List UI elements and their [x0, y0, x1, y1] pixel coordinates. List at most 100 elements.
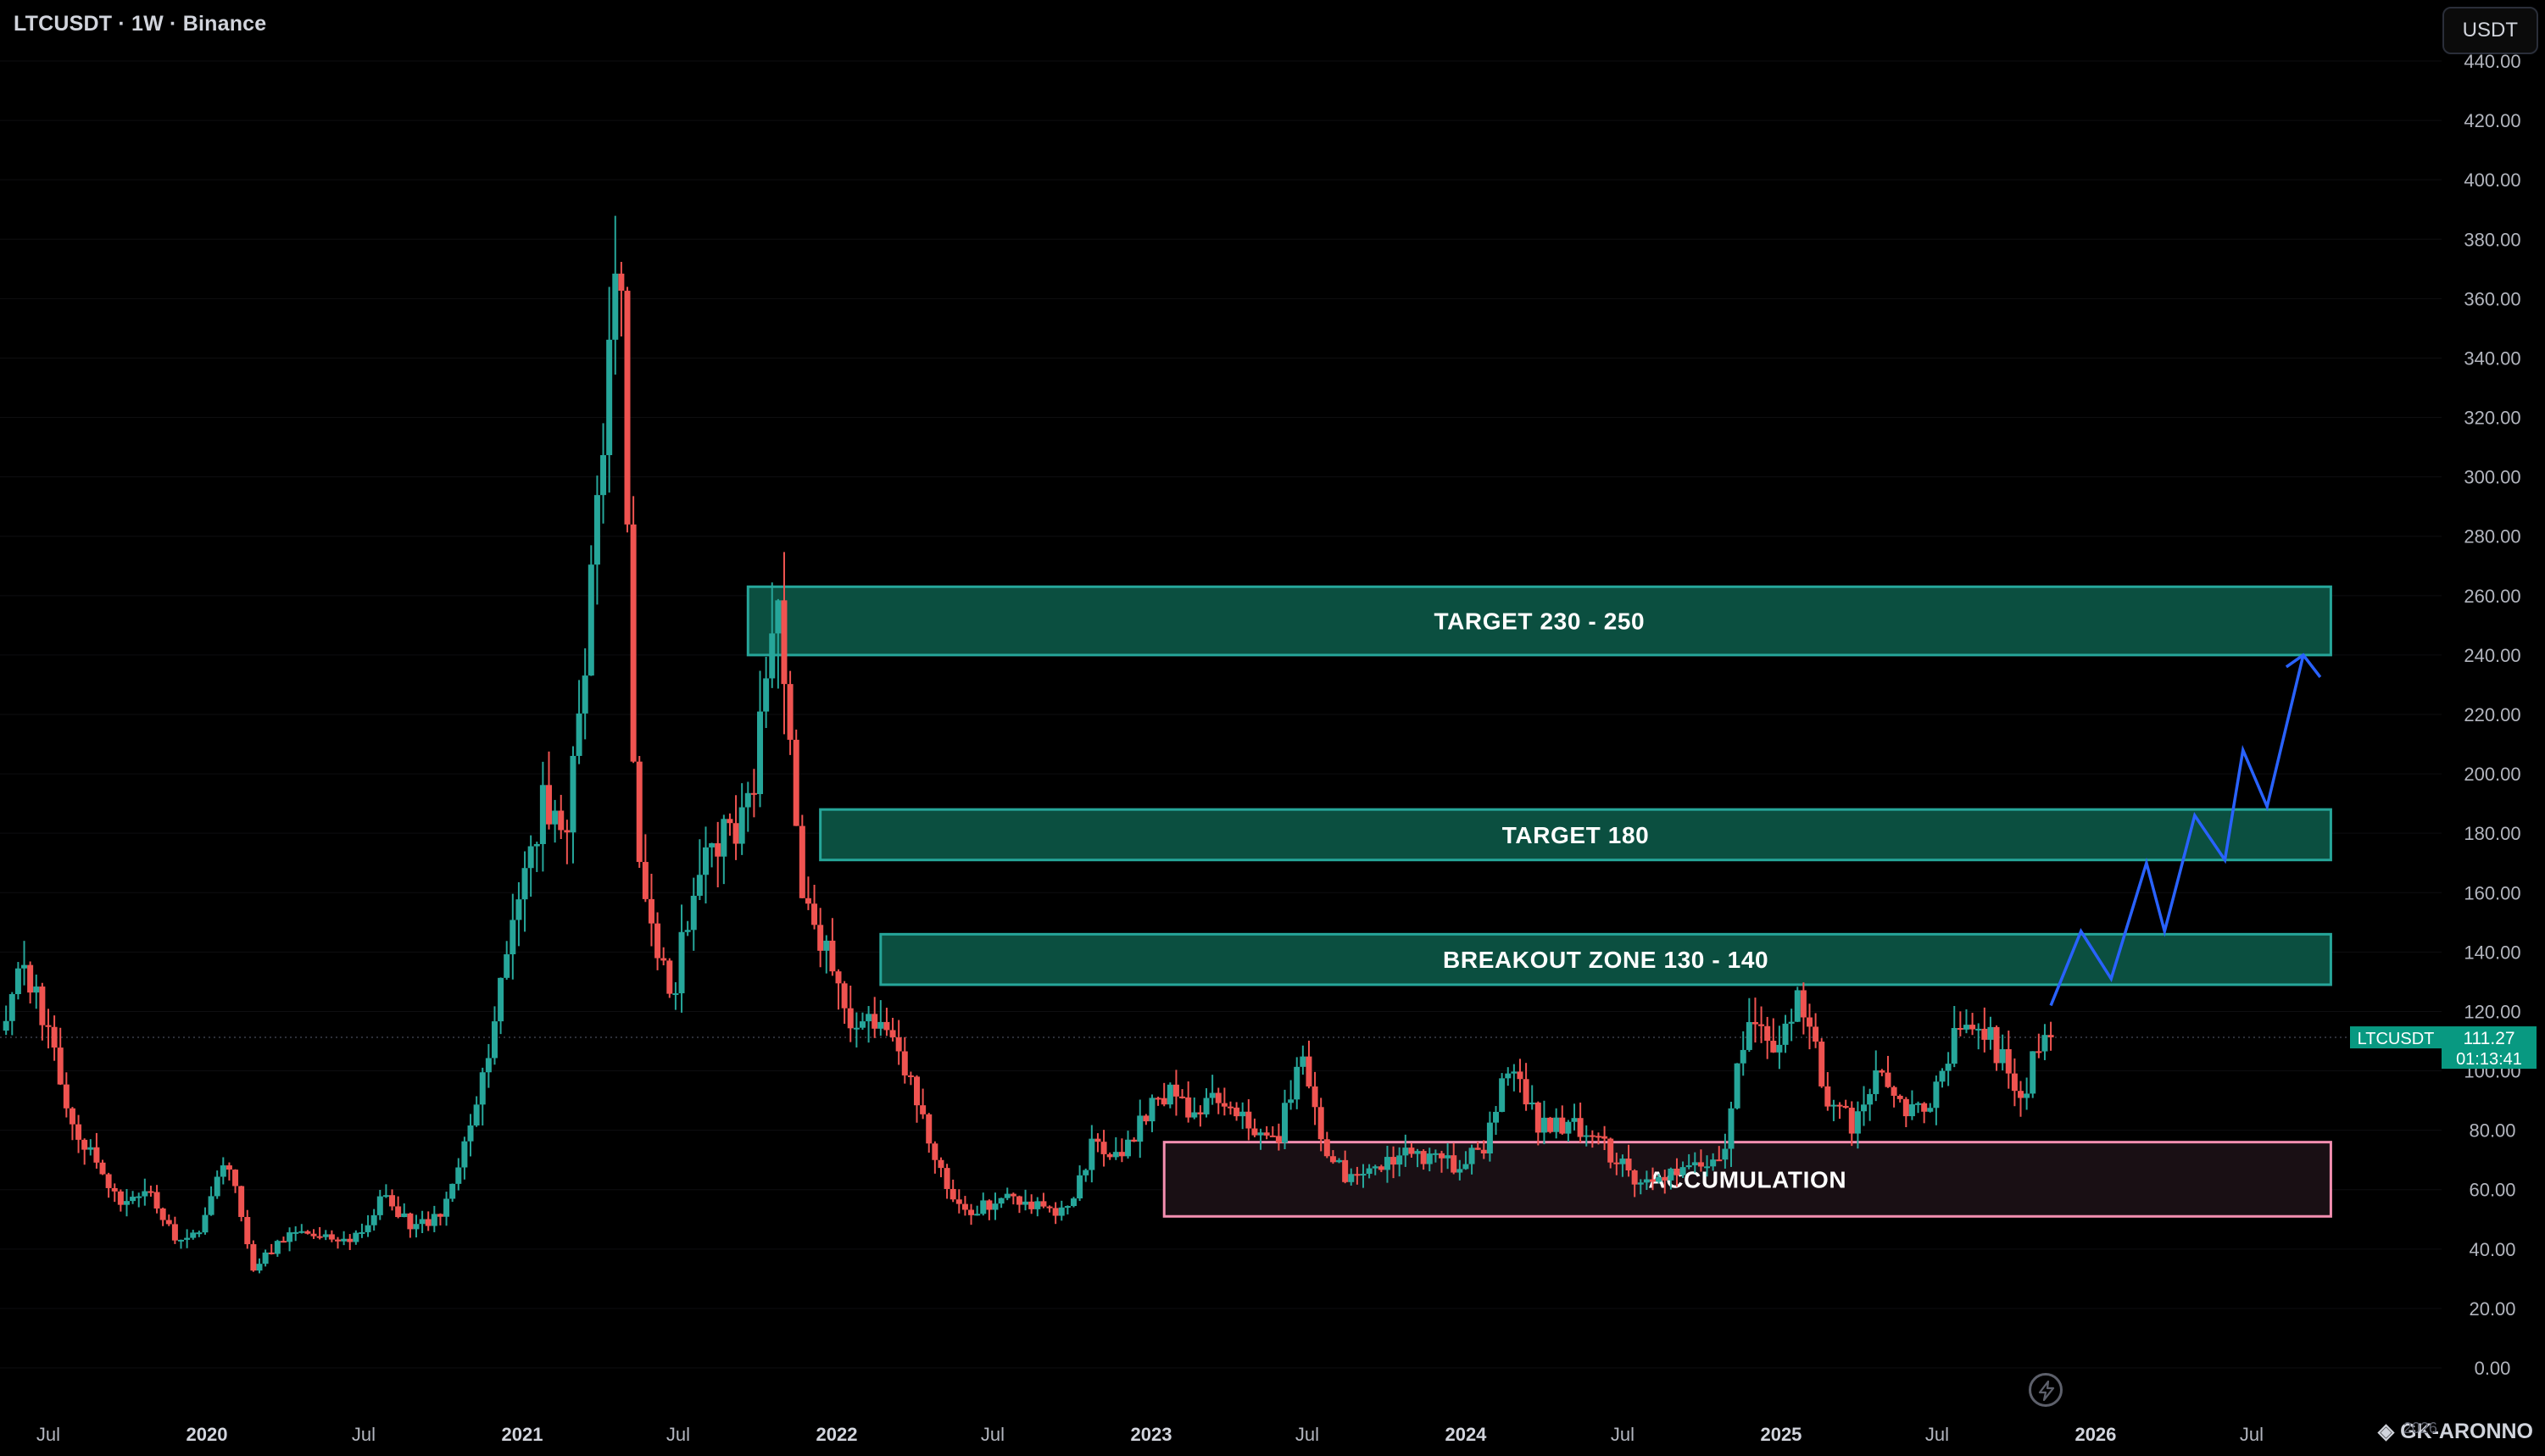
candle [678, 904, 685, 1013]
candle [1589, 1130, 1595, 1148]
candle [811, 884, 818, 930]
candle [238, 1186, 245, 1222]
candle [142, 1178, 148, 1206]
candle [1933, 1075, 1940, 1125]
candle [606, 286, 613, 493]
candle [57, 1027, 64, 1086]
candle [600, 423, 607, 524]
candle [467, 1114, 474, 1157]
candle [232, 1169, 239, 1193]
candle [1746, 998, 1752, 1052]
candle [485, 1043, 492, 1088]
candle [515, 882, 522, 947]
candle [901, 1036, 908, 1084]
candle [1480, 1140, 1487, 1159]
x-tick-label: 2026 [2074, 1424, 2116, 1445]
candle [805, 876, 811, 910]
price-axis[interactable]: 0.0020.0040.0060.0080.00100.00120.00140.… [2464, 51, 2520, 1379]
candle [582, 648, 588, 740]
candle [376, 1190, 383, 1220]
candle [1191, 1098, 1198, 1120]
candle [1534, 1101, 1541, 1146]
candle [1209, 1075, 1216, 1105]
y-tick-label: 220.00 [2464, 704, 2520, 725]
candle [1179, 1089, 1186, 1099]
candle [835, 969, 842, 1010]
candle [1867, 1088, 1874, 1121]
candle [1234, 1102, 1240, 1121]
candle [1064, 1205, 1071, 1214]
candle [950, 1179, 956, 1203]
candle [1221, 1087, 1228, 1116]
candle [1474, 1142, 1481, 1150]
candle [546, 751, 553, 830]
y-tick-label: 300.00 [2464, 467, 2520, 488]
lightning-button[interactable] [2029, 1373, 2063, 1407]
candle [202, 1207, 209, 1235]
candle [1077, 1165, 1083, 1202]
symbol-title[interactable]: LTCUSDT · 1W · Binance [14, 12, 267, 36]
candle [1269, 1125, 1276, 1137]
candle [250, 1240, 257, 1272]
projection-arrowhead [2285, 653, 2322, 678]
candle [1378, 1164, 1384, 1173]
zone-3-box[interactable] [1162, 1141, 2332, 1218]
y-tick-label: 240.00 [2464, 645, 2520, 666]
candle [1456, 1159, 1463, 1181]
zone-0-box[interactable] [746, 585, 2332, 657]
candle [732, 795, 739, 860]
candle [968, 1203, 975, 1225]
candle [1511, 1064, 1518, 1092]
candle [521, 851, 528, 932]
candle [256, 1258, 263, 1274]
candle [1915, 1101, 1922, 1114]
candle [1420, 1149, 1427, 1170]
candle [2005, 1030, 2012, 1089]
projection-path[interactable] [2049, 654, 2305, 1007]
candle [1637, 1179, 1644, 1195]
watermark-logo-icon: ◈ [2377, 1420, 2395, 1443]
candle [1631, 1169, 1638, 1198]
candle [866, 1006, 872, 1043]
candle [1704, 1155, 1711, 1177]
candle [1022, 1189, 1029, 1211]
candle [877, 1000, 884, 1036]
candle [853, 1012, 860, 1048]
candle [1288, 1080, 1295, 1110]
candle [413, 1214, 420, 1238]
candle [920, 1088, 927, 1120]
candle [419, 1210, 426, 1233]
watermark-text: GK-ARONNO [2400, 1420, 2533, 1443]
candle [1486, 1111, 1493, 1162]
x-tick-label: Jul [1295, 1424, 1319, 1445]
candle [1131, 1136, 1138, 1142]
x-tick-label: Jul [2240, 1424, 2264, 1445]
candle [316, 1226, 323, 1240]
candle [479, 1067, 486, 1126]
candle [75, 1114, 82, 1153]
candle [1348, 1168, 1355, 1186]
candle [178, 1239, 185, 1249]
candle [45, 1009, 52, 1049]
x-tick-label: 2023 [1130, 1424, 1172, 1445]
y-tick-label: 340.00 [2464, 347, 2520, 369]
candle [262, 1249, 269, 1267]
candle [823, 935, 830, 974]
x-tick-label: Jul [666, 1424, 690, 1445]
zone-1-box[interactable] [819, 808, 2332, 862]
candle [1094, 1133, 1101, 1153]
price-tag-countdown: 01:13:41 [2456, 1050, 2522, 1069]
currency-button[interactable]: USDT [2442, 7, 2538, 54]
x-tick-label: Jul [36, 1424, 60, 1445]
candle [787, 670, 794, 755]
time-axis[interactable]: Jul 2020 Jul 2021 Jul 2022 Jul 2023 Jul 2024 Jul 20… [36, 1424, 2264, 1445]
candle [636, 756, 643, 868]
y-tick-label: 40.00 [2469, 1239, 2515, 1260]
candle [1650, 1167, 1657, 1191]
candle [1517, 1059, 1523, 1093]
candle [1565, 1120, 1572, 1142]
y-tick-label: 200.00 [2464, 764, 2520, 785]
y-tick-label: 280.00 [2464, 526, 2520, 547]
